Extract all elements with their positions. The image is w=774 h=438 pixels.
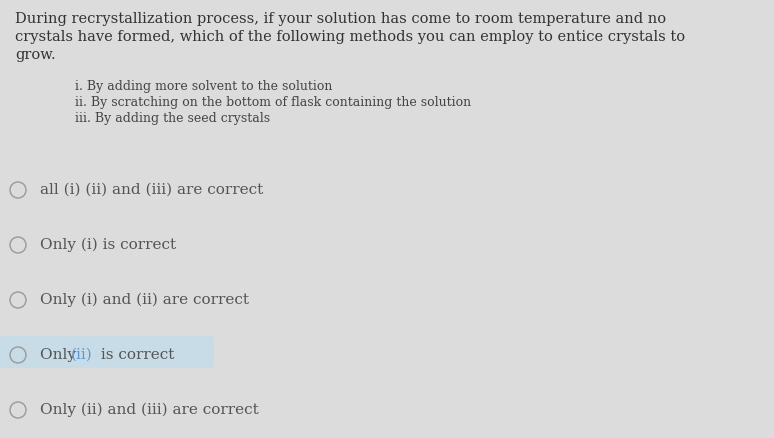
FancyBboxPatch shape bbox=[0, 336, 214, 368]
Text: all (i) (ii) and (iii) are correct: all (i) (ii) and (iii) are correct bbox=[40, 183, 263, 197]
Text: crystals have formed, which of the following methods you can employ to entice cr: crystals have formed, which of the follo… bbox=[15, 30, 685, 44]
Text: During recrystallization process, if your solution has come to room temperature : During recrystallization process, if you… bbox=[15, 12, 666, 26]
Text: grow.: grow. bbox=[15, 48, 56, 62]
Text: Only: Only bbox=[40, 348, 80, 362]
Text: Only (ii) and (iii) are correct: Only (ii) and (iii) are correct bbox=[40, 403, 259, 417]
Text: i. By adding more solvent to the solution: i. By adding more solvent to the solutio… bbox=[75, 80, 332, 93]
Text: Only (i) is correct: Only (i) is correct bbox=[40, 238, 176, 252]
Text: iii. By adding the seed crystals: iii. By adding the seed crystals bbox=[75, 112, 270, 125]
Text: (ii): (ii) bbox=[71, 348, 93, 362]
Text: is correct: is correct bbox=[96, 348, 174, 362]
Text: Only (i) and (ii) are correct: Only (i) and (ii) are correct bbox=[40, 293, 249, 307]
Text: ii. By scratching on the bottom of flask containing the solution: ii. By scratching on the bottom of flask… bbox=[75, 96, 471, 109]
